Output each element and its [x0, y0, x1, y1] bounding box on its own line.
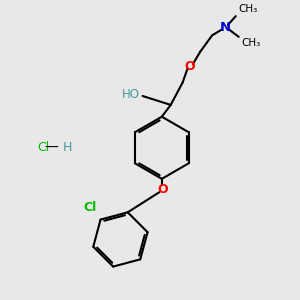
- Text: CH₃: CH₃: [241, 38, 260, 48]
- Text: N: N: [220, 22, 231, 34]
- Text: —: —: [44, 141, 58, 155]
- Text: O: O: [184, 60, 195, 73]
- Text: O: O: [157, 183, 168, 196]
- Text: CH₃: CH₃: [238, 4, 257, 14]
- Text: HO: HO: [122, 88, 140, 101]
- Text: H: H: [63, 141, 72, 154]
- Text: Cl: Cl: [84, 201, 97, 214]
- Text: Cl: Cl: [38, 141, 50, 154]
